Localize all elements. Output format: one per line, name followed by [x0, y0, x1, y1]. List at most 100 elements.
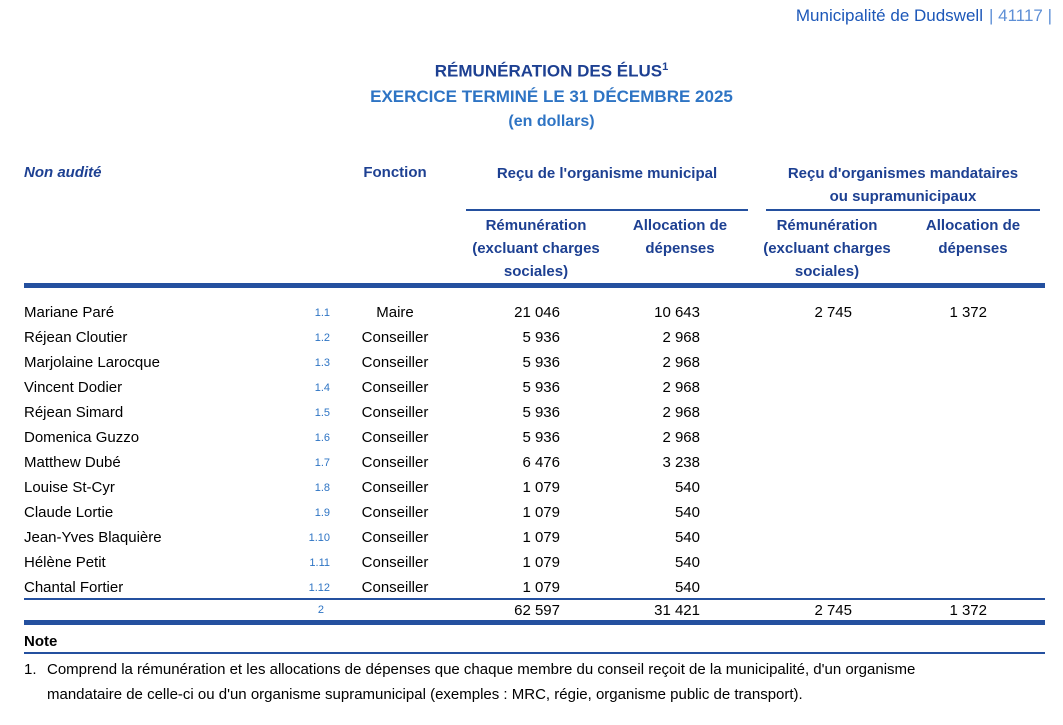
municipal-allocation-value: 540: [674, 579, 700, 596]
row-reference-number: 1.11: [309, 556, 330, 569]
column-group-municipal: Reçu de l'organisme municipal: [496, 165, 718, 182]
row-reference-number: 1.2: [314, 331, 330, 344]
row-reference-number: 1.6: [314, 431, 330, 444]
table-row: Jean-Yves Blaquière 1.10 Conseiller 1 07…: [24, 525, 1045, 550]
row-reference-number: 1.1: [314, 306, 330, 319]
municipal-allocation-value: 540: [674, 529, 700, 546]
table-body: Mariane Paré 1.1 Maire 21 046 10 643 2 7…: [24, 300, 1045, 600]
municipality-name: Municipalité de Dudswell: [795, 6, 983, 25]
elected-name: Vincent Dodier: [24, 379, 123, 396]
municipal-remuneration-value: 1 079: [522, 579, 560, 596]
subheader-line: dépenses: [645, 240, 715, 257]
elected-function: Conseiller: [361, 404, 429, 421]
municipal-allocation-value: 3 238: [662, 454, 700, 471]
municipal-remuneration-value: 5 936: [522, 354, 560, 371]
municipal-remuneration-value: 5 936: [522, 329, 560, 346]
municipal-remuneration-value: 1 079: [522, 504, 560, 521]
total-municipal-allocation: 31 421: [654, 601, 700, 619]
row-reference-number: 1.12: [308, 581, 330, 594]
municipal-allocation-value: 540: [674, 504, 700, 521]
municipal-remuneration-value: 5 936: [522, 404, 560, 421]
subheader-line: Allocation de: [632, 217, 728, 234]
subheader-line: Allocation de: [925, 217, 1021, 234]
report-title-footnote-ref: 1: [662, 61, 669, 73]
elected-function: Maire: [376, 304, 414, 321]
header-bottom-rule: [24, 283, 1045, 288]
total-reference-number: 2: [317, 604, 324, 616]
table-row: Domenica Guzzo 1.6 Conseiller 5 936 2 96…: [24, 425, 1045, 450]
elected-function: Conseiller: [361, 554, 429, 571]
column-header-remuneration-municipal: Rémunération (excluant charges sociales): [460, 214, 612, 283]
report-title-text: RÉMUNÉRATION DES ÉLUS: [434, 61, 663, 81]
municipal-remuneration-value: 5 936: [522, 379, 560, 396]
note-heading: Note: [24, 633, 58, 650]
municipality-code: | 41117 |: [988, 6, 1052, 25]
table-row: Hélène Petit 1.11 Conseiller 1 079 540: [24, 550, 1045, 575]
row-reference-number: 1.8: [314, 481, 330, 494]
elected-function: Conseiller: [361, 454, 429, 471]
elected-name: Chantal Fortier: [24, 579, 124, 596]
elected-function: Conseiller: [361, 429, 429, 446]
subheader-line: (excluant charges: [763, 240, 891, 257]
column-group-mandataires-line2: ou supramunicipaux: [829, 188, 977, 205]
mandataires-allocation-value: 1 372: [949, 304, 987, 321]
municipal-allocation-value: 2 968: [662, 354, 700, 371]
elected-name: Matthew Dubé: [24, 454, 121, 471]
elected-function: Conseiller: [361, 579, 429, 596]
table-row: Réjean Simard 1.5 Conseiller 5 936 2 968: [24, 400, 1045, 425]
municipal-allocation-value: 2 968: [662, 404, 700, 421]
municipal-allocation-value: 540: [674, 479, 700, 496]
elected-name: Marjolaine Larocque: [24, 354, 160, 371]
subheader-line: Rémunération: [485, 217, 587, 234]
report-title-block: RÉMUNÉRATION DES ÉLUS1 EXERCICE TERMINÉ …: [40, 55, 1063, 134]
non-audited-label: Non audité: [24, 164, 102, 181]
report-title: RÉMUNÉRATION DES ÉLUS1: [40, 55, 1063, 84]
note-number: 1.: [24, 661, 37, 678]
row-reference-number: 1.10: [308, 531, 330, 544]
subheader-line: dépenses: [938, 240, 1008, 257]
column-header-fonction: Fonction: [363, 164, 427, 181]
total-row: 2 62 597 31 421 2 745 1 372: [24, 598, 1045, 625]
total-municipal-remuneration: 62 597: [514, 601, 560, 619]
municipality-header: Municipalité de Dudswell | 41117 |: [796, 6, 1052, 26]
subheader-line: Rémunération: [776, 217, 878, 234]
table-row: Claude Lortie 1.9 Conseiller 1 079 540: [24, 500, 1045, 525]
elected-name: Réjean Cloutier: [24, 329, 128, 346]
table-row: Réjean Cloutier 1.2 Conseiller 5 936 2 9…: [24, 325, 1045, 350]
mandataires-remuneration-value: 2 745: [814, 304, 852, 321]
elected-name: Réjean Simard: [24, 404, 124, 421]
subheader-line: sociales): [503, 263, 569, 280]
column-header-allocation-municipal: Allocation de dépenses: [612, 214, 748, 260]
total-mandataires-allocation: 1 372: [949, 601, 987, 619]
elected-function: Conseiller: [361, 354, 429, 371]
total-mandataires-remuneration: 2 745: [814, 601, 852, 619]
elected-function: Conseiller: [361, 529, 429, 546]
elected-name: Domenica Guzzo: [24, 429, 140, 446]
row-reference-number: 1.4: [314, 381, 330, 394]
municipal-remuneration-value: 1 079: [522, 529, 560, 546]
municipal-allocation-value: 2 968: [662, 329, 700, 346]
municipal-allocation-value: 10 643: [654, 304, 700, 321]
municipal-remuneration-value: 5 936: [522, 429, 560, 446]
table-row: Matthew Dubé 1.7 Conseiller 6 476 3 238: [24, 450, 1045, 475]
elected-name: Mariane Paré: [24, 304, 115, 321]
municipal-remuneration-value: 1 079: [522, 554, 560, 571]
subheader-line: (excluant charges: [472, 240, 600, 257]
row-reference-number: 1.3: [314, 356, 330, 369]
elected-name: Hélène Petit: [24, 554, 106, 571]
report-units: (en dollars): [508, 112, 595, 130]
note-text: Comprend la rémunération et les allocati…: [47, 661, 916, 703]
elected-name: Jean-Yves Blaquière: [24, 529, 162, 546]
row-reference-number: 1.7: [314, 456, 330, 469]
municipal-allocation-value: 2 968: [662, 379, 700, 396]
report-period: EXERCICE TERMINÉ LE 31 DÉCEMBRE 2025: [370, 86, 733, 106]
elected-name: Louise St-Cyr: [24, 479, 115, 496]
elected-function: Conseiller: [361, 504, 429, 521]
note-rule: [24, 652, 1045, 654]
municipal-allocation-value: 540: [674, 554, 700, 571]
column-header-allocation-mandataires: Allocation de dépenses: [900, 214, 1046, 260]
row-reference-number: 1.5: [314, 406, 330, 419]
note-item: 1. Comprend la rémunération et les alloc…: [24, 657, 947, 707]
table-row: Mariane Paré 1.1 Maire 21 046 10 643 2 7…: [24, 300, 1045, 325]
